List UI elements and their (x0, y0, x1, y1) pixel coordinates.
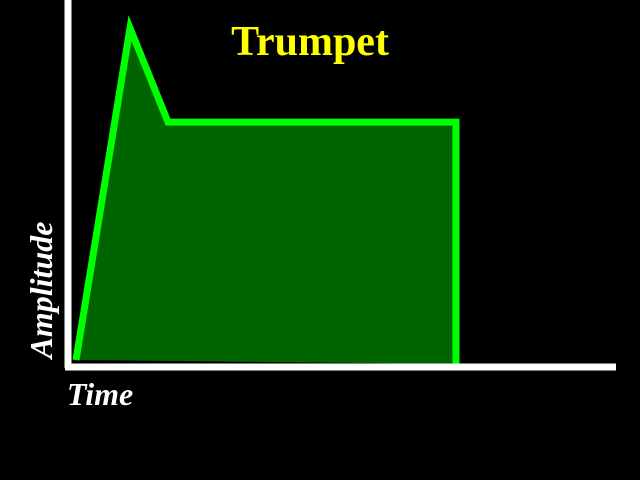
envelope-outline (72, 15, 460, 364)
chart-title: Trumpet (231, 19, 389, 65)
y-axis-label: Amplitude (23, 222, 59, 361)
x-axis-label: Time (67, 376, 133, 412)
envelope-area-fill (76, 28, 456, 364)
